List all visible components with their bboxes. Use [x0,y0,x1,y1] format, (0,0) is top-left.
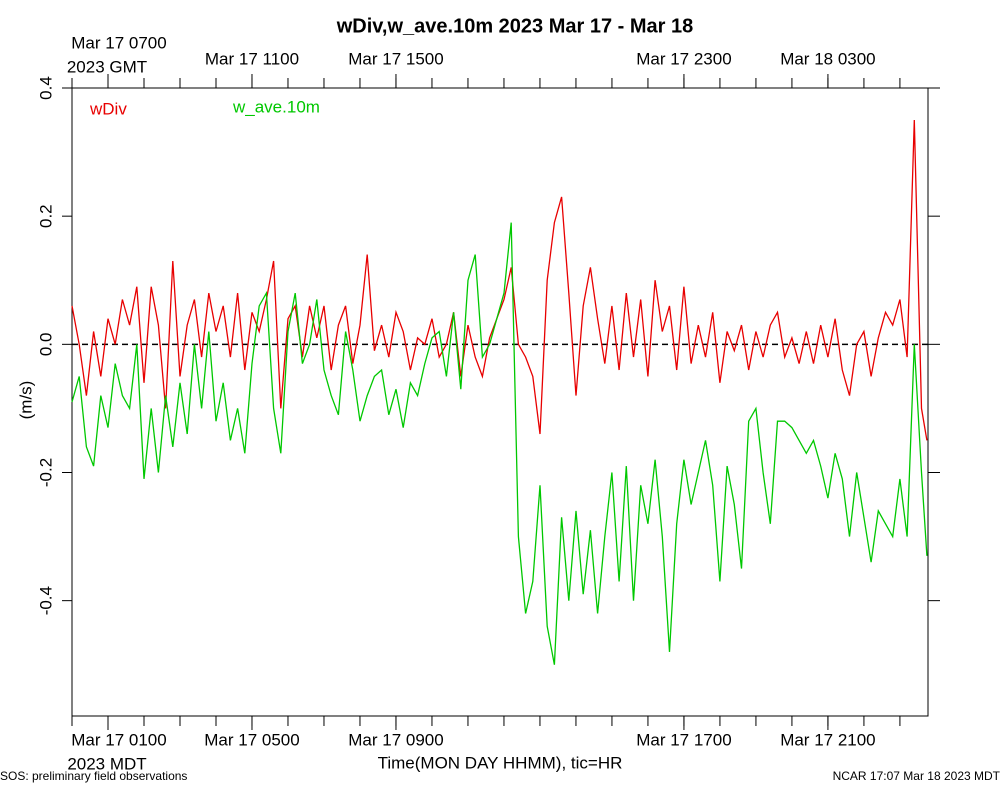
y-tick-label: 0.0 [36,333,55,357]
y-axis-label: (m/s) [16,381,35,420]
footer-right: NCAR 17:07 Mar 18 2023 MDT [833,769,1000,783]
series-line [71,222,928,665]
legend-label: w_ave.10m [232,97,320,116]
y-tick-label: -0.4 [36,586,55,615]
chart-title: wDiv,w_ave.10m 2023 Mar 17 - Mar 18 [336,15,694,37]
y-tick-label: 0.2 [36,204,55,228]
x-top-tick-label: Mar 17 1100 [205,49,299,68]
y-tick-label: -0.2 [36,458,55,487]
x-tick-label: Mar 17 0900 [348,730,443,749]
x-zone-label: 2023 MDT [67,754,146,773]
x-top-tick-label: Mar 17 2300 [636,49,731,68]
x-tick-label: Mar 17 0100 [71,730,166,749]
x-top-zone-label: 2023 GMT [67,57,147,76]
x-top-tick-label: Mar 18 0300 [780,49,875,68]
x-tick-label: Mar 17 0500 [204,730,299,749]
x-top-tick-label: Mar 17 1500 [348,49,443,68]
x-top-tick-label: Mar 17 0700 [71,33,166,52]
series-line [71,119,928,441]
x-axis-label: Time(MON DAY HHMM), tic=HR [378,753,623,772]
footer-left: SOS: preliminary field observations [0,769,187,783]
y-tick-label: 0.4 [36,76,55,100]
x-tick-label: Mar 17 1700 [636,730,731,749]
x-tick-label: Mar 17 2100 [780,730,875,749]
legend-label: wDiv [89,99,127,118]
